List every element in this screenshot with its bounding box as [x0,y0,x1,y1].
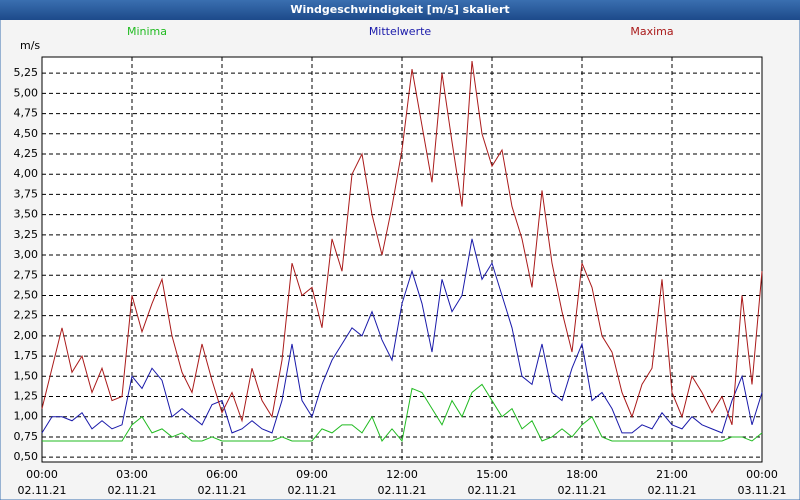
y-tick-label: 5,00 [14,86,39,99]
y-tick-label: 4,50 [14,127,39,140]
y-tick-label: 1,50 [14,369,39,382]
legend-entry: Minima [127,25,167,38]
y-axis-label: m/s [20,39,40,52]
y-tick-label: 3,75 [14,187,39,200]
series-line [41,238,763,434]
y-tick-label: 3,25 [14,228,39,241]
x-tick-label: 09:00 [296,468,328,481]
y-tick-label: 2,25 [14,309,39,322]
y-tick-label: 2,00 [14,329,39,342]
y-tick-label: 1,25 [14,390,39,403]
x-tick-label: 21:00 [656,468,688,481]
y-tick-label: 3,50 [14,208,39,221]
y-tick-label: 1,00 [14,410,39,423]
x-tick-label: 00:00 [746,468,778,481]
x-tick-date: 02.11.21 [288,484,337,497]
x-tick-date: 02.11.21 [648,484,697,497]
y-tick-label: 2,75 [14,268,39,281]
y-tick-label: 5,25 [14,66,39,79]
x-tick-label: 00:00 [26,468,58,481]
x-tick-date: 02.11.21 [198,484,247,497]
series-line [42,383,763,443]
y-tick-label: 4,75 [14,107,39,120]
y-tick-label: 2,50 [14,288,39,301]
legend-entry: Mittelwerte [369,25,432,38]
x-tick-label: 15:00 [476,468,508,481]
x-tick-date: 02.11.21 [108,484,157,497]
title-bar [0,0,800,20]
x-tick-date: 02.11.21 [378,484,427,497]
x-tick-date: 02.11.21 [468,484,517,497]
x-tick-label: 18:00 [566,468,598,481]
y-tick-label: 3,00 [14,248,39,261]
legend-entry: Maxima [630,25,673,38]
series-line [41,60,763,425]
chart-title: Windgeschwindigkeit [m/s] skaliert [290,3,509,16]
y-tick-label: 0,75 [14,430,39,443]
y-tick-label: 0,50 [14,450,39,463]
y-tick-label: 4,00 [14,167,39,180]
x-tick-date: 03.11.21 [738,484,787,497]
x-tick-label: 03:00 [116,468,148,481]
x-tick-label: 06:00 [206,468,238,481]
x-tick-label: 12:00 [386,468,418,481]
x-tick-date: 02.11.21 [558,484,607,497]
y-tick-label: 1,75 [14,349,39,362]
x-tick-date: 02.11.21 [18,484,67,497]
y-tick-label: 4,25 [14,147,39,160]
